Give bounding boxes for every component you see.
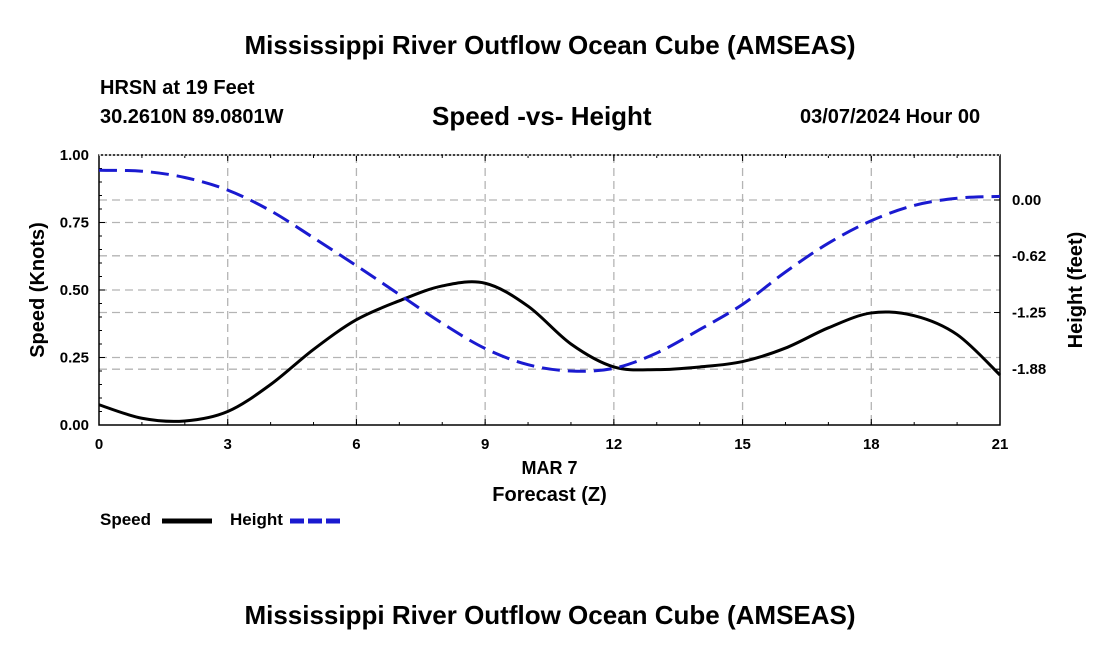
x-tick-label: 0: [95, 436, 103, 453]
y-left-axis-title: Speed (Knots): [27, 222, 49, 358]
series-line-speed: [98, 280, 1002, 423]
x-tick-label: 15: [734, 436, 751, 453]
y-right-tick-label: -0.62: [1012, 248, 1046, 265]
axes: 0 3 6 9 12 15 18 21 0.00 0.25 0.50 0.75 1.00 0.00 -0.6…: [27, 147, 1087, 506]
y-left-tick-label: 0.25: [60, 350, 89, 367]
chart-title: Mississippi River Outflow Ocean Cube (AM…: [244, 30, 856, 60]
y-left-tick-label: 0.00: [60, 417, 89, 434]
x-tick-label: 12: [606, 436, 623, 453]
x-tick-label: 21: [992, 436, 1009, 453]
y-right-tick-label: -1.25: [1012, 305, 1046, 322]
plot-frame: [98, 154, 1001, 426]
grid: [99, 155, 1000, 425]
series-line-height: [98, 168, 1001, 373]
x-tick-label: 3: [224, 436, 232, 453]
x-date-label: MAR 7: [521, 458, 577, 478]
x-tick-label: 18: [863, 436, 880, 453]
chart-subtitle: Speed -vs- Height: [432, 101, 652, 131]
x-tick-label: 9: [481, 436, 489, 453]
y-left-tick-label: 1.00: [60, 147, 89, 164]
series: [98, 168, 1002, 423]
y-right-tick-label: -1.88: [1012, 361, 1046, 378]
legend-speed-label: Speed: [100, 510, 152, 529]
chart-title-repeat: Mississippi River Outflow Ocean Cube (AM…: [244, 600, 856, 630]
forecast-datetime: 03/07/2024 Hour 00: [800, 106, 981, 128]
station-label: HRSN at 19 Feet: [100, 77, 255, 99]
y-right-axis-title: Height (feet): [1065, 232, 1087, 349]
y-right-tick-label: 0.00: [1012, 192, 1041, 209]
y-left-tick-label: 0.75: [60, 215, 89, 232]
x-axis-title: Forecast (Z): [492, 484, 606, 506]
x-tick-label: 6: [352, 436, 360, 453]
y-left-tick-label: 0.50: [60, 282, 89, 299]
legend-height-label: Height: [230, 510, 283, 529]
coordinates-label: 30.2610N 89.0801W: [100, 106, 284, 128]
